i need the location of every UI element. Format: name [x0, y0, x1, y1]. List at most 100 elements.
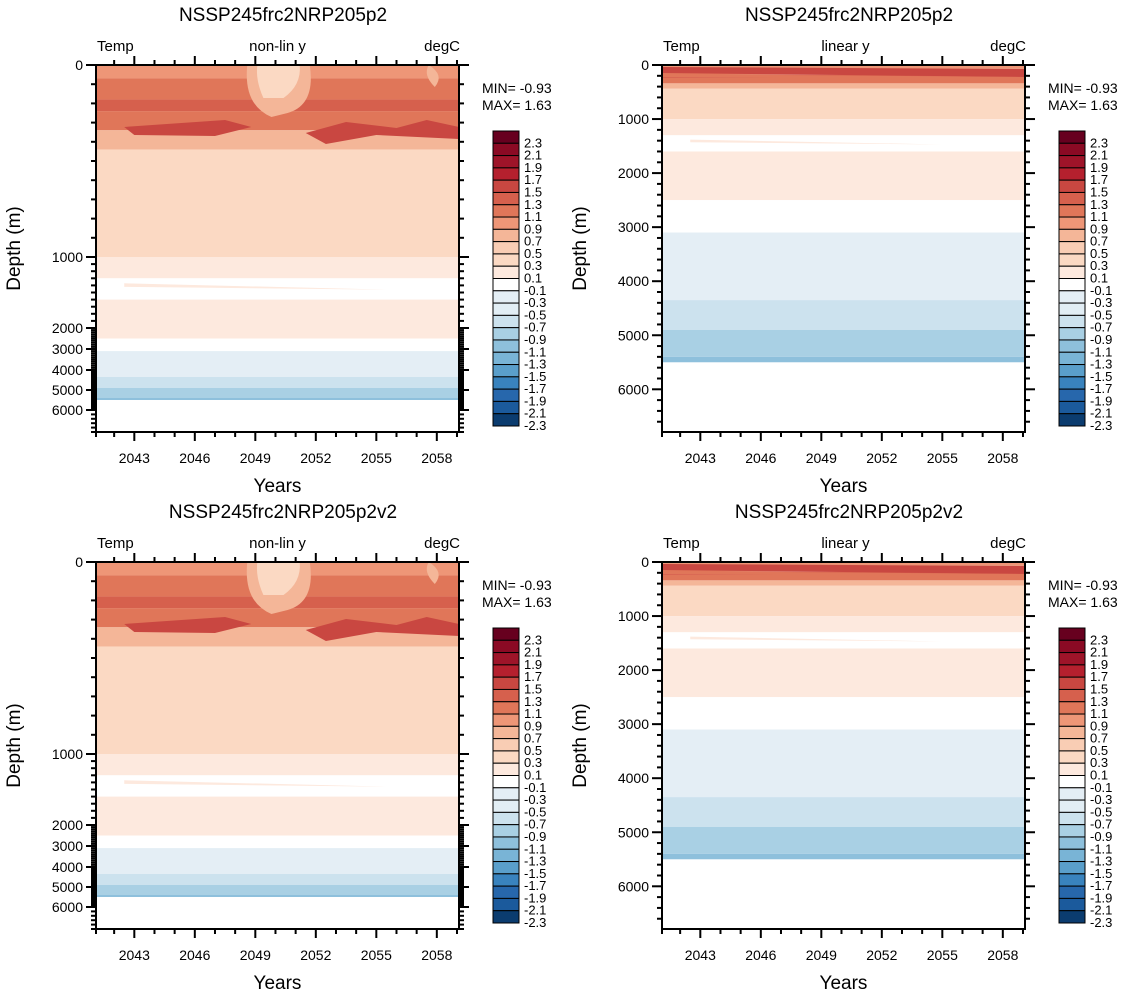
- colorbar-swatch: [1058, 873, 1086, 887]
- colorbar-label: 1.5: [1090, 681, 1108, 696]
- warm-intrusion: [690, 636, 943, 642]
- colorbar-swatch: [492, 179, 520, 193]
- colorbar-label: 2.3: [1090, 632, 1108, 647]
- contour-band: [662, 616, 1025, 633]
- colorbar-label: 0.1: [1090, 768, 1108, 783]
- colorbar-label: -1.9: [524, 890, 546, 905]
- colorbar-label: 0.7: [524, 234, 542, 249]
- colorbar-label: -0.1: [1090, 283, 1112, 298]
- colorbar-swatch: [492, 676, 520, 690]
- x-tick-label: 2049: [806, 947, 837, 963]
- colorbar-swatch: [1058, 327, 1086, 341]
- colorbar-label: 2.1: [1090, 148, 1108, 163]
- colorbar-label: 1.7: [524, 669, 542, 684]
- contour-fills: [96, 562, 459, 897]
- right-string: degC: [990, 535, 1026, 552]
- colorbar-label: -2.1: [1090, 903, 1112, 918]
- colorbar-swatch: [492, 142, 520, 157]
- colorbar-label: 0.9: [524, 221, 542, 236]
- colorbar-swatch: [1058, 676, 1086, 690]
- colorbar-label: 1.1: [524, 209, 542, 224]
- x-axis: 2043 2046 2049 2052 2055 2058 Years: [661, 553, 1024, 994]
- colorbar-swatch: [1058, 799, 1086, 813]
- colorbar-label: -0.9: [524, 332, 546, 347]
- colorbar-swatch: [492, 314, 520, 329]
- colorbar-swatch: [1058, 265, 1086, 280]
- colorbar-label: 0.9: [1090, 221, 1108, 236]
- x-tick-label: 2049: [240, 450, 271, 466]
- plot-frame: [95, 561, 460, 930]
- colorbar-label: 0.5: [1090, 246, 1108, 261]
- colorbar-label: 1.5: [524, 681, 542, 696]
- colorbar-label: 2.1: [524, 148, 542, 163]
- colorbar-label: -1.5: [524, 369, 546, 384]
- y-axis: 0 1000 2000 3000 4000 5000 6000 Depth (m): [570, 554, 1035, 920]
- colorbar-label: -2.1: [524, 903, 546, 918]
- colorbar-swatch: [492, 339, 520, 353]
- warm-intrusion: [690, 139, 943, 145]
- colorbar-swatch: [1058, 836, 1086, 850]
- y-tick-label: 6000: [618, 878, 649, 894]
- colorbar-label: -0.3: [1090, 295, 1112, 310]
- colorbar-swatch: [492, 216, 520, 230]
- panel-bottom-left: NSSP245frc2NRP205p2v2 Temp non-lin y degC 20…: [0, 497, 566, 994]
- contour-band: [662, 356, 1025, 363]
- colorbar-label: -2.3: [524, 418, 546, 433]
- colorbar-label: 1.9: [524, 160, 542, 175]
- colorbar-swatch: [492, 775, 520, 789]
- colorbar-label: 0.1: [524, 271, 542, 286]
- contour-band: [96, 835, 459, 849]
- colorbar-label: -1.9: [1090, 393, 1112, 408]
- y-tick-label: 0: [641, 57, 649, 73]
- colorbar-swatch: [492, 155, 520, 169]
- colorbar-swatch: [1058, 290, 1086, 304]
- colorbar-swatch: [492, 910, 520, 924]
- x-tick-label: 2049: [806, 450, 837, 466]
- colorbar-swatch: [1058, 278, 1086, 292]
- colorbar-label: -0.7: [524, 817, 546, 832]
- colorbar-label: -0.7: [524, 320, 546, 335]
- colorbar-swatch: [1058, 155, 1086, 169]
- contour-band: [96, 754, 459, 776]
- left-string: Temp: [97, 535, 134, 552]
- colorbar-label: 1.5: [1090, 184, 1108, 199]
- contour-band: [662, 697, 1025, 730]
- contour-band: [96, 257, 459, 279]
- plot-frame: [95, 64, 460, 433]
- colorbar-label: 1.7: [1090, 669, 1108, 684]
- colorbar-swatch: [1058, 725, 1086, 740]
- colorbar: 2.32.11.91.71.51.31.10.90.70.50.30.1-0.1…: [1058, 130, 1112, 433]
- hot-lens: [124, 617, 252, 633]
- y-tick-label: 5000: [52, 382, 83, 398]
- colorbar-label: -2.1: [524, 406, 546, 421]
- colorbar-label: 0.5: [524, 246, 542, 261]
- y-axis-label: Depth (m): [4, 703, 25, 787]
- x-tick-label: 2052: [866, 947, 897, 963]
- y-axis: 0 1000 2000 3000 4000 5000 6000 Depth (m): [4, 57, 469, 433]
- colorbar-label: 1.3: [524, 197, 542, 212]
- contour-band: [96, 874, 459, 885]
- colorbar-label: 0.7: [524, 731, 542, 746]
- colorbar-label: 2.3: [524, 632, 542, 647]
- y-tick-label: 3000: [52, 838, 83, 854]
- contour-band: [662, 826, 1025, 854]
- colorbar-label: -1.3: [524, 854, 546, 869]
- colorbar-label: 1.9: [1090, 160, 1108, 175]
- colorbar-swatch: [492, 750, 520, 764]
- contour-band: [96, 895, 459, 897]
- contour-band: [662, 65, 1025, 69]
- x-tick-label: 2043: [119, 450, 150, 466]
- hot-lens: [305, 617, 459, 641]
- colorbar-label: -1.7: [1090, 381, 1112, 396]
- colorbar-label: 1.7: [524, 172, 542, 187]
- colorbar-label: -0.5: [1090, 307, 1112, 322]
- hot-lens: [662, 564, 1025, 574]
- y-tick-label: 0: [75, 57, 83, 73]
- x-axis: 2043 2046 2049 2052 2055 2058 Years: [95, 56, 458, 497]
- colorbar-label: 2.1: [1090, 645, 1108, 660]
- colorbar-label: -0.9: [1090, 829, 1112, 844]
- colorbar-label: -1.5: [524, 866, 546, 881]
- colorbar-label: -0.7: [1090, 817, 1112, 832]
